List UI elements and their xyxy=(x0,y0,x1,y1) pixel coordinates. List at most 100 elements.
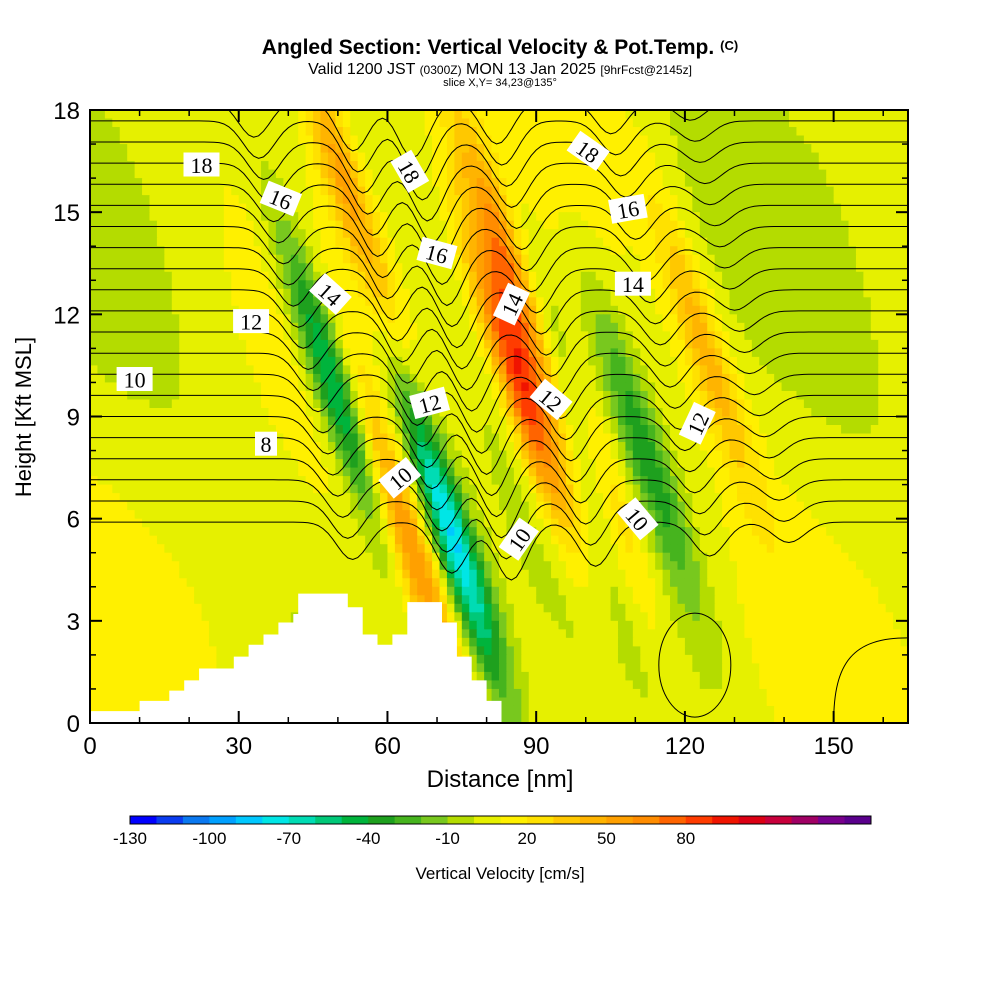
velocity-cell xyxy=(506,433,515,443)
velocity-cell xyxy=(677,186,686,196)
velocity-cell xyxy=(729,127,738,137)
velocity-cell xyxy=(298,178,307,188)
velocity-cell xyxy=(387,433,396,443)
velocity-cell xyxy=(142,152,151,162)
velocity-cell xyxy=(119,110,128,120)
velocity-cell xyxy=(119,297,128,307)
velocity-cell xyxy=(558,314,567,324)
velocity-cell xyxy=(261,110,270,120)
velocity-cell xyxy=(357,144,366,154)
velocity-cell xyxy=(164,135,173,145)
velocity-cell xyxy=(900,356,908,367)
velocity-cell xyxy=(848,356,857,367)
velocity-cell xyxy=(863,407,872,418)
velocity-cell xyxy=(595,356,604,367)
velocity-cell xyxy=(796,110,805,120)
velocity-cell xyxy=(216,399,225,409)
velocity-cell xyxy=(179,237,188,247)
velocity-cell xyxy=(327,484,336,494)
velocity-cell xyxy=(677,195,686,205)
velocity-cell xyxy=(342,280,351,290)
velocity-cell xyxy=(818,297,827,307)
velocity-cell xyxy=(878,314,887,324)
velocity-cell xyxy=(439,365,448,375)
velocity-cell xyxy=(253,203,262,213)
velocity-cell xyxy=(662,373,671,384)
velocity-cell xyxy=(432,322,441,332)
velocity-cell xyxy=(342,246,351,256)
velocity-cell xyxy=(283,135,292,145)
velocity-cell xyxy=(603,365,612,375)
velocity-cell xyxy=(238,263,247,273)
velocity-cell xyxy=(156,212,165,222)
velocity-cell xyxy=(268,484,277,494)
velocity-cell xyxy=(179,186,188,196)
velocity-cell xyxy=(558,365,567,375)
velocity-cell xyxy=(513,339,522,349)
velocity-cell xyxy=(736,331,745,341)
velocity-cell xyxy=(803,416,812,426)
velocity-cell xyxy=(692,220,701,230)
velocity-cell xyxy=(759,127,768,137)
velocity-cell xyxy=(811,186,820,196)
velocity-cell xyxy=(446,425,455,435)
velocity-cell xyxy=(662,484,671,494)
velocity-cell xyxy=(558,339,567,349)
velocity-cell xyxy=(402,407,411,418)
velocity-cell xyxy=(305,254,314,264)
velocity-cell xyxy=(194,288,203,298)
velocity-cell xyxy=(134,476,143,486)
velocity-cell xyxy=(722,305,731,315)
velocity-cell xyxy=(484,178,493,188)
velocity-cell xyxy=(97,144,106,154)
velocity-cell xyxy=(707,450,716,460)
velocity-cell xyxy=(216,339,225,349)
velocity-cell xyxy=(848,416,857,426)
velocity-cell xyxy=(580,161,589,171)
velocity-cell xyxy=(759,331,768,341)
velocity-cell xyxy=(811,425,820,435)
velocity-cell xyxy=(342,152,351,162)
velocity-cell xyxy=(298,365,307,375)
velocity-cell xyxy=(632,186,641,196)
velocity-cell xyxy=(729,467,738,477)
velocity-cell xyxy=(402,271,411,281)
velocity-cell xyxy=(751,237,760,247)
velocity-cell xyxy=(796,365,805,375)
velocity-cell xyxy=(97,186,106,196)
velocity-cell xyxy=(729,365,738,375)
velocity-cell xyxy=(394,280,403,290)
velocity-cell xyxy=(298,416,307,426)
velocity-cell xyxy=(476,382,485,392)
velocity-cell xyxy=(446,169,455,179)
velocity-cell xyxy=(305,407,314,418)
velocity-cell xyxy=(714,459,723,469)
velocity-cell xyxy=(335,425,344,435)
velocity-cell xyxy=(469,144,478,154)
velocity-cell xyxy=(290,459,299,469)
velocity-cell xyxy=(543,484,552,494)
velocity-cell xyxy=(149,169,158,179)
velocity-cell xyxy=(179,229,188,239)
velocity-cell xyxy=(803,118,812,128)
velocity-cell xyxy=(521,220,530,230)
velocity-cell xyxy=(536,246,545,256)
velocity-cell xyxy=(684,314,693,324)
velocity-cell xyxy=(119,416,128,426)
velocity-cell xyxy=(588,365,597,375)
velocity-cell xyxy=(469,390,478,401)
velocity-cell xyxy=(446,373,455,384)
velocity-cell xyxy=(119,322,128,332)
velocity-cell xyxy=(216,442,225,452)
velocity-cell xyxy=(528,365,537,375)
velocity-cell xyxy=(461,450,470,460)
velocity-cell xyxy=(789,169,798,179)
velocity-cell xyxy=(558,220,567,230)
velocity-cell xyxy=(432,416,441,426)
velocity-cell xyxy=(580,195,589,205)
velocity-cell xyxy=(506,229,515,239)
velocity-cell xyxy=(372,135,381,145)
velocity-cell xyxy=(759,348,768,358)
velocity-cell xyxy=(149,442,158,452)
velocity-cell xyxy=(573,169,582,179)
